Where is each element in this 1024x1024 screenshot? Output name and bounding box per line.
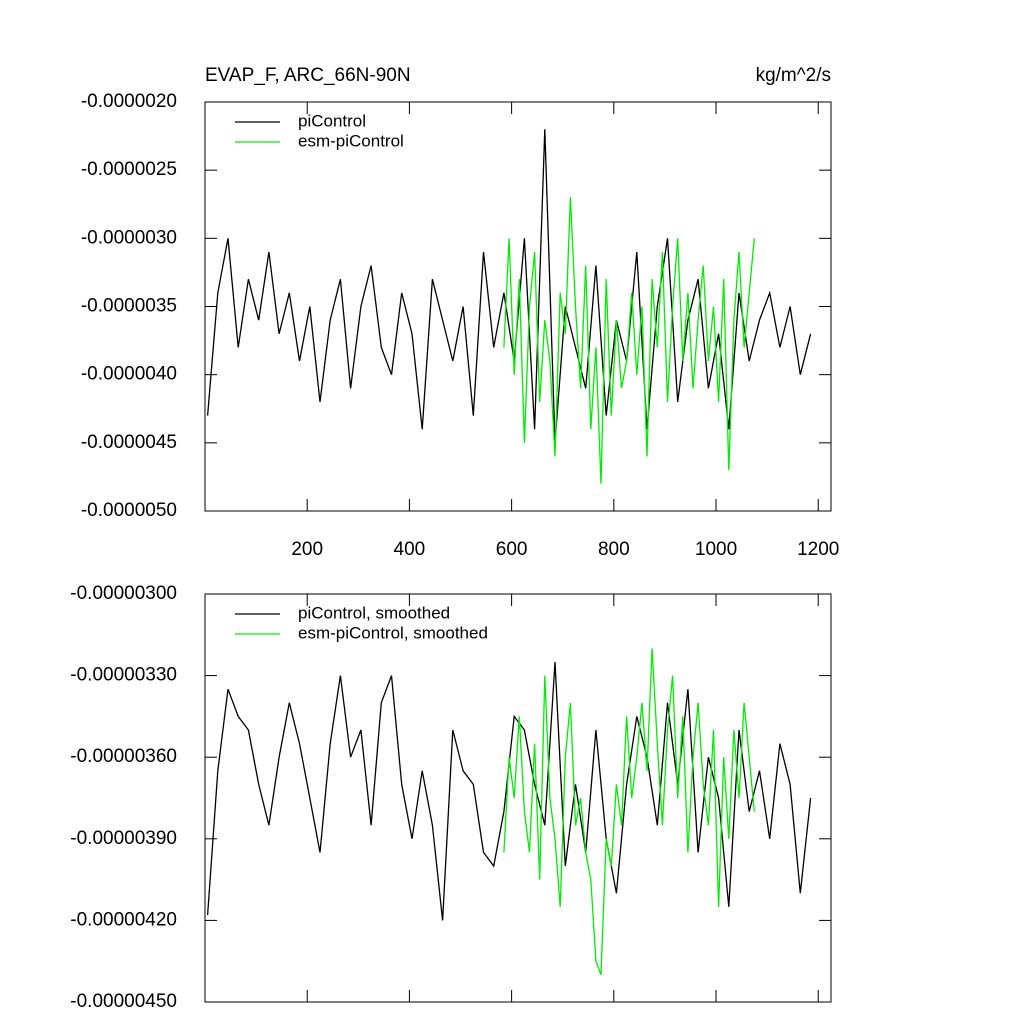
- y-tick-label: -0.0000035: [81, 296, 177, 317]
- legend-label: piControl: [298, 111, 366, 130]
- y-tick-label: -0.0000025: [81, 159, 177, 180]
- y-tick-label: -0.00000390: [70, 828, 177, 849]
- y-tick-label: -0.0000050: [81, 500, 177, 521]
- chart-title: EVAP_F, ARC_66N-90N: [205, 65, 411, 86]
- data-line: [503, 197, 755, 484]
- legend-label: esm-piControl: [298, 131, 404, 150]
- x-tick-label: 1200: [797, 539, 839, 560]
- x-tick-label: 600: [496, 539, 528, 560]
- x-tick-label: 1000: [695, 539, 737, 560]
- y-tick-label: -0.0000030: [81, 227, 177, 248]
- data-line: [503, 648, 755, 976]
- y-tick-label: -0.00000330: [70, 665, 177, 686]
- y-tick-label: -0.0000020: [81, 91, 177, 112]
- y-tick-label: -0.00000420: [70, 909, 177, 930]
- x-tick-label: 200: [291, 539, 323, 560]
- x-tick-label: 800: [598, 539, 630, 560]
- y-tick-label: -0.00000300: [70, 583, 177, 604]
- y-tick-label: -0.0000045: [81, 432, 177, 453]
- y-tick-label: -0.00000360: [70, 746, 177, 767]
- y-tick-label: -0.00000450: [70, 991, 177, 1012]
- x-tick-label: 400: [394, 539, 426, 560]
- legend-label: esm-piControl, smoothed: [298, 623, 488, 642]
- y-tick-label: -0.0000040: [81, 364, 177, 385]
- data-line: [206, 129, 812, 443]
- legend-label: piControl, smoothed: [298, 603, 450, 622]
- units-label: kg/m^2/s: [756, 65, 831, 86]
- data-line: [206, 661, 812, 921]
- plot-frame: [204, 593, 832, 1003]
